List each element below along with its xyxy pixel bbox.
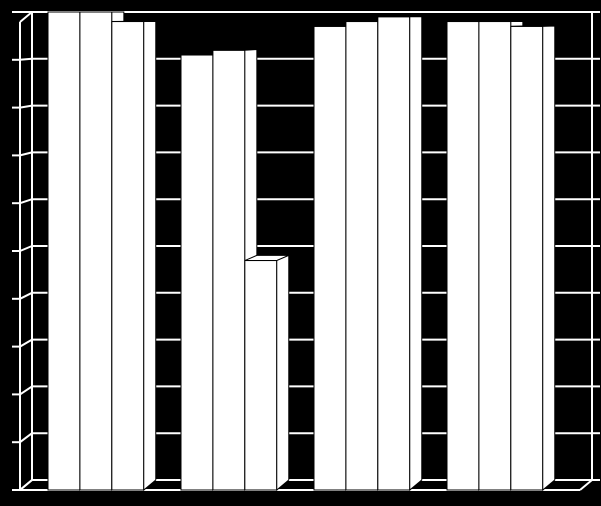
bar-chart: [0, 0, 601, 506]
chart-svg: [0, 0, 601, 506]
